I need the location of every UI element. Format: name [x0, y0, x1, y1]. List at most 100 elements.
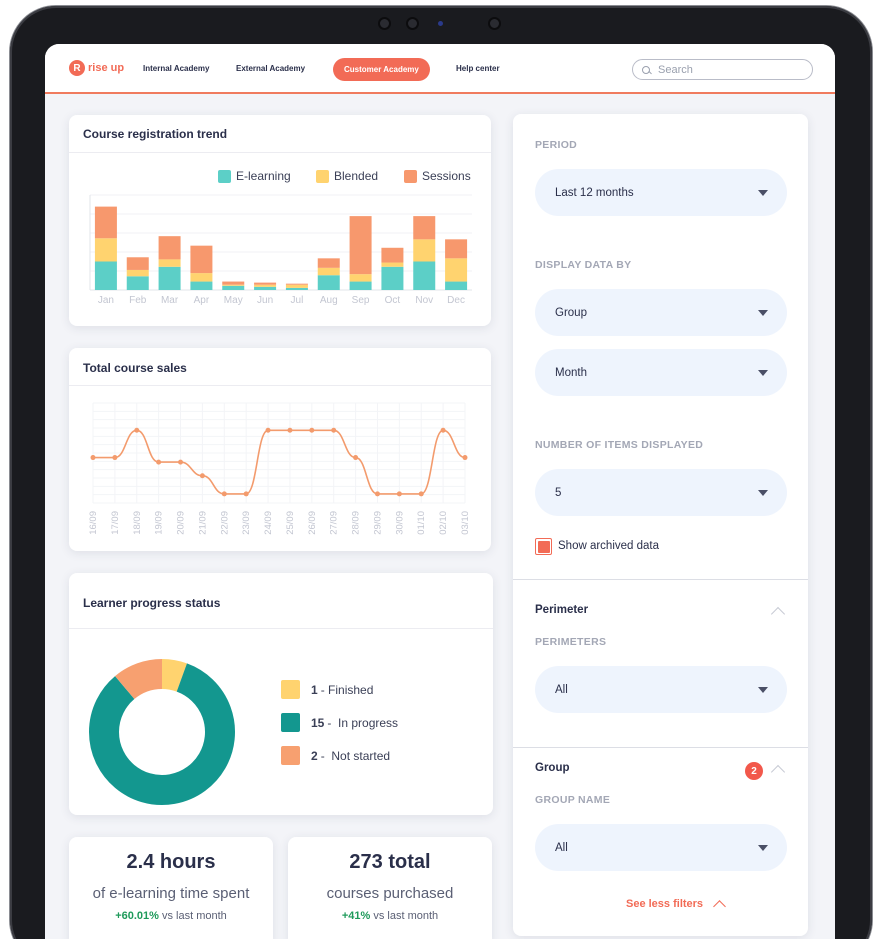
- data-point: [178, 459, 184, 465]
- x-tick-label: 01/10: [416, 511, 427, 535]
- panel-divider: [513, 747, 808, 748]
- x-tick-label: Feb: [129, 295, 147, 306]
- bar-segment-e-learning: [126, 276, 149, 290]
- data-point: [462, 455, 468, 461]
- legend-count: 15: [311, 715, 325, 730]
- items-displayed-label: NUMBER OF ITEMS DISPLAYED: [535, 439, 704, 451]
- x-tick-label: 29/09: [372, 511, 383, 535]
- show-archived-checkbox[interactable]: [535, 538, 552, 555]
- x-tick-label: 16/09: [88, 511, 99, 535]
- bar-segment-e-learning: [190, 281, 213, 290]
- camera-lens-icon: [438, 21, 443, 26]
- x-tick-label: Mar: [161, 295, 179, 306]
- x-tick-label: 21/09: [197, 511, 208, 535]
- perimeter-section-title: Perimeter: [535, 604, 589, 616]
- legend-blended: Blended: [316, 169, 378, 183]
- nav-internal-academy[interactable]: Internal Academy: [143, 64, 210, 73]
- nav-external-academy[interactable]: External Academy: [236, 64, 306, 73]
- bar-segment-blended: [254, 284, 277, 287]
- chevron-down-icon: [758, 687, 768, 693]
- camera-dot-icon: [378, 17, 391, 30]
- display-data-select[interactable]: Group: [535, 289, 787, 336]
- group-name-select[interactable]: All: [535, 824, 787, 871]
- legend-label: Not started: [331, 748, 391, 763]
- items-displayed-select-value: 5: [555, 486, 562, 499]
- chevron-down-icon: [758, 190, 768, 196]
- items-displayed-select[interactable]: 5: [535, 469, 787, 516]
- logo-text: rise up: [88, 62, 125, 74]
- bar-segment-e-learning: [413, 261, 436, 290]
- data-point: [112, 455, 118, 461]
- card-divider: [69, 628, 493, 629]
- x-tick-label: 03/10: [460, 511, 471, 535]
- x-tick-label: 28/09: [351, 511, 362, 535]
- nav-help-center[interactable]: Help center: [456, 64, 500, 73]
- chevron-down-icon: [758, 370, 768, 376]
- bar-segment-e-learning: [222, 285, 245, 290]
- bar-segment-blended: [317, 267, 340, 276]
- chevron-up-icon[interactable]: [770, 764, 786, 780]
- bar-segment-sessions: [317, 258, 340, 268]
- data-point: [309, 427, 315, 433]
- perimeters-select[interactable]: All: [535, 666, 787, 713]
- bar-segment-blended: [190, 273, 213, 282]
- x-tick-label: 17/09: [110, 511, 121, 535]
- display-interval-select-value: Month: [555, 366, 587, 379]
- see-less-filters-button[interactable]: See less filters: [626, 898, 704, 910]
- display-data-label: DISPLAY DATA BY: [535, 259, 632, 271]
- data-point: [243, 491, 249, 497]
- logo-mark-icon: R: [69, 60, 85, 76]
- perimeters-select-value: All: [555, 683, 568, 696]
- donut-slice-not-started: [115, 659, 163, 700]
- chevron-up-icon[interactable]: [770, 606, 786, 622]
- learner-progress-card: Learner progress status 1 - Finished 15 …: [69, 573, 493, 815]
- kpi-card-elearning-time: 2.4 hours of e-learning time spent +60.0…: [69, 837, 273, 939]
- x-tick-label: 18/09: [132, 511, 143, 535]
- brand-logo[interactable]: R rise up: [69, 60, 124, 76]
- bar-segment-blended: [445, 258, 468, 282]
- kpi-value: 273 total: [349, 851, 431, 873]
- search-input[interactable]: Search: [632, 59, 813, 80]
- kpi-delta-suffix: vs last month: [161, 910, 227, 922]
- period-select[interactable]: Last 12 months: [535, 169, 787, 216]
- bar-segment-blended: [126, 269, 149, 277]
- display-interval-select[interactable]: Month: [535, 349, 787, 396]
- chevron-down-icon: [758, 490, 768, 496]
- x-tick-label: 22/09: [219, 511, 230, 535]
- kpi-delta-suffix: vs last month: [373, 910, 439, 922]
- legend-sessions: Sessions: [404, 169, 471, 183]
- bar-segment-blended: [349, 274, 372, 282]
- x-tick-label: Sep: [352, 295, 370, 306]
- data-point: [418, 491, 424, 497]
- x-tick-label: May: [224, 295, 243, 306]
- kpi-delta-value: +60.01%: [115, 910, 159, 922]
- legend-separator: -: [320, 682, 325, 697]
- camera-dot-icon: [406, 17, 419, 30]
- x-tick-label: 24/09: [263, 511, 274, 535]
- kpi-label: courses purchased: [326, 885, 454, 902]
- legend-elearning: E-learning: [218, 169, 291, 183]
- x-tick-label: 02/10: [438, 511, 449, 535]
- x-tick-label: Jan: [98, 295, 114, 306]
- top-navbar: R rise up Internal Academy External Acad…: [45, 44, 835, 94]
- donut-slice-finished: [161, 659, 187, 692]
- data-point: [353, 455, 359, 461]
- bar-segment-blended: [158, 259, 181, 267]
- nav-customer-academy[interactable]: Customer Academy: [333, 58, 430, 81]
- chevron-up-icon[interactable]: [713, 900, 726, 913]
- perimeters-label: PERIMETERS: [535, 636, 607, 648]
- bar-segment-e-learning: [317, 275, 340, 290]
- registration-trend-title: Course registration trend: [83, 127, 228, 141]
- group-section-title: Group: [535, 762, 570, 774]
- x-tick-label: Oct: [385, 295, 401, 306]
- data-point: [331, 427, 337, 433]
- show-archived-label: Show archived data: [558, 540, 660, 552]
- kpi-value: 2.4 hours: [126, 851, 216, 873]
- period-select-value: Last 12 months: [555, 186, 634, 199]
- progress-donut-chart: [89, 659, 235, 805]
- legend-swatch: [404, 169, 417, 183]
- search-placeholder: Search: [658, 63, 693, 76]
- legend-separator: -: [327, 715, 332, 730]
- legend-label: Finished: [328, 682, 374, 697]
- checkbox-checked-icon: [537, 540, 550, 553]
